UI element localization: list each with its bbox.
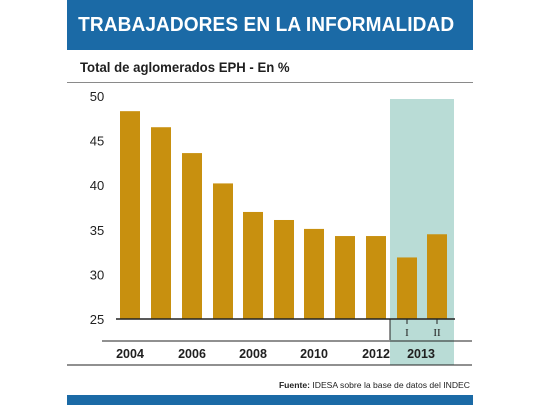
- bar: [274, 219, 294, 319]
- y-tick-label: 50: [90, 89, 104, 104]
- semester-label: II: [433, 327, 441, 339]
- x-tick-label: 2004: [116, 347, 144, 361]
- bar: [151, 127, 171, 319]
- bar: [335, 236, 355, 319]
- bar: [182, 153, 202, 319]
- footer-bar: [67, 395, 473, 405]
- y-tick-label: 25: [90, 312, 104, 327]
- x-tick-label: 2008: [239, 347, 267, 361]
- y-tick-label: 40: [90, 178, 104, 193]
- bar: [213, 183, 233, 319]
- chart-header: TRABAJADORES EN LA INFORMALIDAD: [67, 0, 473, 50]
- bar: [366, 236, 386, 319]
- bar: [427, 234, 447, 319]
- x-tick-label: 2006: [178, 347, 206, 361]
- bar: [304, 228, 324, 319]
- chart-title: TRABAJADORES EN LA INFORMALIDAD: [78, 13, 455, 36]
- x-tick-label: 2013: [407, 347, 435, 361]
- x-tick-label: 2010: [300, 347, 328, 361]
- semester-label: I: [405, 327, 409, 339]
- source-text: IDESA sobre la base de datos del INDEC: [312, 380, 470, 390]
- bar: [243, 211, 263, 319]
- source-note: Fuente: IDESA sobre la base de datos del…: [279, 380, 470, 390]
- bar: [120, 111, 140, 319]
- y-tick-label: 35: [90, 223, 104, 238]
- chart-subtitle: Total de aglomerados EPH - En %: [80, 59, 290, 75]
- y-tick-label: 45: [90, 134, 104, 149]
- bar: [397, 257, 417, 319]
- source-label: Fuente:: [278, 380, 310, 390]
- y-tick-label: 30: [90, 267, 104, 282]
- subtitle-rule: [67, 82, 473, 83]
- highlight-panel-2013: [390, 99, 454, 365]
- x-tick-label: 2012: [362, 347, 390, 361]
